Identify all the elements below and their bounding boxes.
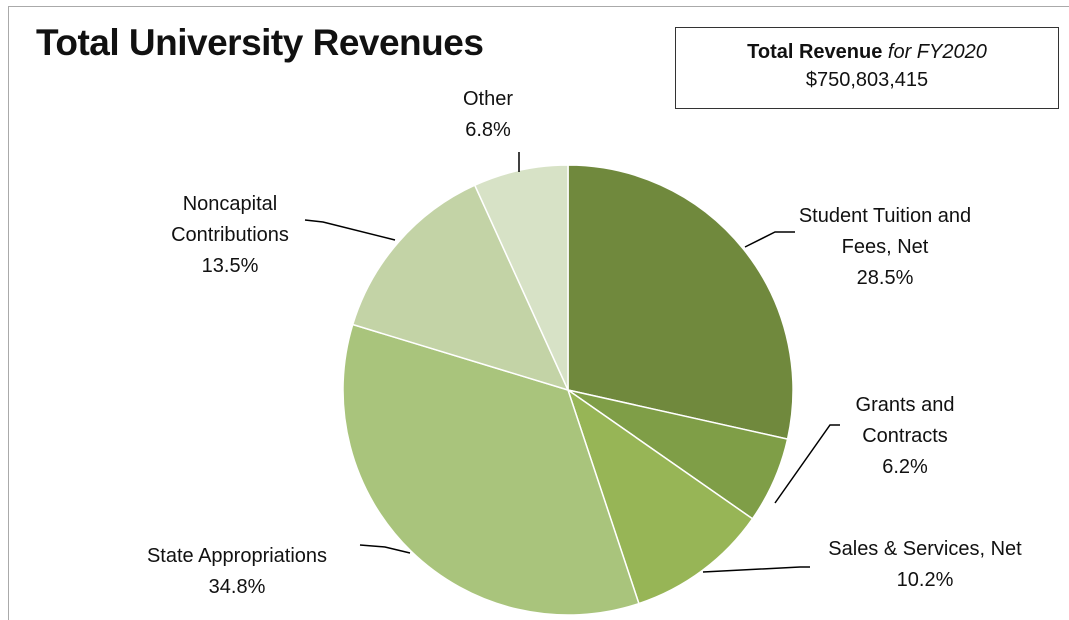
leader-line (774, 424, 840, 504)
category-label: Student Tuition and Fees, Net (798, 205, 972, 258)
slice-label: Sales & Services, Net 10.2% (805, 534, 1045, 596)
leader-line (744, 231, 795, 248)
pie-slice (351, 184, 570, 392)
category-label: Sales & Services, Net (828, 538, 1022, 560)
value-label: 6.8% (465, 119, 511, 141)
pie (342, 164, 794, 616)
slice-label: State Appropriations 34.8% (117, 541, 357, 603)
category-label: Other (462, 88, 514, 110)
value-label: 6.2% (882, 456, 928, 478)
pie-slice (342, 323, 640, 616)
slice-label: Grants and Contracts 6.2% (840, 390, 970, 483)
leader-line (359, 544, 411, 554)
category-label: Grants and Contracts (855, 394, 955, 447)
total-label: Total Revenue (747, 41, 883, 63)
value-label: 13.5% (201, 255, 259, 277)
leader-lines (304, 152, 840, 573)
total-box: Total Revenue for FY2020 $750,803,415 (675, 27, 1059, 109)
slice-label: Noncapital Contributions 13.5% (150, 189, 310, 282)
category-label: State Appropriations (146, 545, 328, 567)
total-value: $750,803,415 (805, 69, 929, 91)
value-label: 34.8% (208, 576, 266, 598)
pie-slice (567, 164, 794, 440)
slice-label: Student Tuition and Fees, Net 28.5% (785, 201, 985, 294)
value-label: 10.2% (896, 569, 954, 591)
pie-slice (566, 388, 754, 605)
value-label: 28.5% (856, 267, 914, 289)
slice-label: Other 6.8% (443, 84, 533, 146)
leader-line (304, 219, 396, 241)
category-label: Noncapital Contributions (171, 193, 289, 246)
chart-title: Total University Revenues (36, 22, 484, 63)
total-period: for FY2020 (887, 41, 987, 63)
pie-slice (473, 164, 569, 391)
leader-line (702, 566, 810, 573)
